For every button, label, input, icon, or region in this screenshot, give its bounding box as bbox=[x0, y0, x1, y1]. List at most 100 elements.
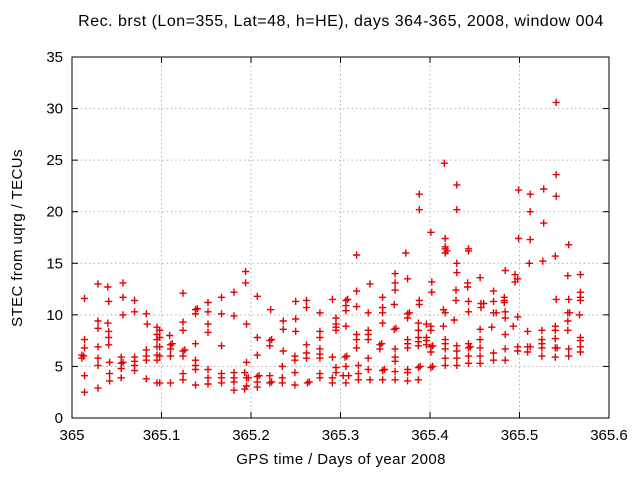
data-point bbox=[106, 358, 114, 366]
data-point bbox=[268, 336, 276, 344]
data-point bbox=[453, 206, 461, 214]
data-point bbox=[476, 336, 484, 344]
data-point bbox=[343, 352, 351, 360]
data-point bbox=[94, 384, 102, 392]
x-tick-label: 365 bbox=[59, 427, 84, 444]
data-point bbox=[302, 296, 311, 304]
data-point bbox=[292, 315, 300, 323]
data-point bbox=[390, 325, 398, 333]
x-axis-label: GPS time / Days of year 2008 bbox=[236, 451, 446, 468]
data-point bbox=[345, 372, 353, 380]
data-point bbox=[364, 336, 372, 344]
data-point bbox=[379, 309, 387, 317]
data-point bbox=[217, 379, 226, 387]
data-point bbox=[376, 345, 384, 353]
data-point bbox=[464, 308, 473, 316]
data-point bbox=[466, 343, 474, 351]
data-point bbox=[565, 345, 573, 353]
data-point bbox=[217, 293, 226, 301]
data-point bbox=[230, 312, 238, 320]
data-point bbox=[328, 295, 336, 303]
data-point bbox=[391, 345, 399, 353]
data-point bbox=[193, 305, 201, 313]
axes-layer: 365 365.1 365.2 365.3 365.4 365.5 365.6 0 5 10 15 2… bbox=[46, 49, 627, 444]
data-point bbox=[439, 322, 447, 330]
data-point bbox=[540, 185, 548, 193]
data-point bbox=[253, 333, 261, 342]
data-point bbox=[142, 356, 150, 364]
data-point bbox=[342, 322, 350, 330]
grid-layer bbox=[72, 57, 609, 418]
data-point bbox=[464, 247, 473, 255]
data-point bbox=[353, 287, 361, 295]
data-point bbox=[105, 333, 113, 342]
data-point bbox=[142, 310, 150, 318]
data-point bbox=[565, 352, 573, 360]
data-point bbox=[105, 341, 113, 349]
data-point bbox=[489, 287, 498, 295]
data-point bbox=[117, 353, 125, 361]
data-point bbox=[332, 369, 340, 377]
data-point bbox=[80, 352, 88, 360]
data-point bbox=[422, 320, 430, 328]
data-points bbox=[78, 98, 584, 396]
data-point bbox=[453, 361, 461, 369]
data-point bbox=[515, 186, 523, 194]
data-point bbox=[303, 379, 311, 387]
data-point bbox=[244, 374, 252, 382]
data-point bbox=[379, 367, 387, 375]
data-point bbox=[166, 352, 175, 360]
data-point bbox=[142, 346, 150, 354]
data-point bbox=[266, 372, 274, 380]
data-point bbox=[278, 362, 286, 370]
data-point bbox=[191, 365, 200, 374]
data-point bbox=[117, 374, 125, 382]
data-point bbox=[576, 348, 584, 356]
data-point bbox=[253, 292, 261, 300]
data-point bbox=[241, 385, 249, 393]
data-point bbox=[316, 374, 324, 382]
data-point bbox=[429, 342, 437, 350]
data-point bbox=[524, 348, 532, 356]
data-point bbox=[354, 361, 362, 369]
data-point bbox=[379, 376, 387, 384]
data-point bbox=[414, 376, 422, 384]
data-point bbox=[576, 337, 584, 345]
data-point bbox=[268, 378, 276, 386]
data-point bbox=[364, 354, 372, 362]
data-point bbox=[526, 236, 534, 244]
data-point bbox=[168, 340, 176, 348]
data-point bbox=[80, 372, 89, 380]
data-point bbox=[279, 347, 287, 355]
data-point bbox=[267, 306, 275, 314]
data-point bbox=[316, 333, 324, 342]
data-point bbox=[501, 266, 509, 275]
data-point bbox=[119, 311, 127, 319]
data-point bbox=[489, 297, 498, 305]
data-point bbox=[564, 326, 572, 334]
data-point bbox=[514, 313, 522, 321]
data-point bbox=[404, 275, 412, 283]
data-point bbox=[179, 370, 187, 378]
data-point bbox=[302, 354, 311, 362]
data-point bbox=[415, 190, 423, 198]
y-tick-label: 25 bbox=[46, 152, 63, 169]
data-point bbox=[332, 326, 340, 334]
data-point bbox=[404, 369, 412, 377]
data-point bbox=[501, 314, 509, 322]
data-point bbox=[464, 283, 472, 291]
data-point bbox=[476, 274, 484, 282]
data-point bbox=[166, 345, 175, 353]
y-tick-label: 5 bbox=[55, 358, 63, 375]
data-point bbox=[204, 320, 212, 328]
data-point bbox=[576, 296, 584, 304]
data-point bbox=[255, 372, 263, 380]
y-tick-label: 20 bbox=[46, 204, 63, 221]
data-point bbox=[540, 219, 548, 227]
data-point bbox=[279, 325, 287, 333]
x-tick-label: 365.6 bbox=[590, 427, 628, 444]
data-point bbox=[253, 383, 261, 391]
data-point bbox=[94, 324, 102, 332]
x-tick-label: 365.5 bbox=[501, 427, 539, 444]
